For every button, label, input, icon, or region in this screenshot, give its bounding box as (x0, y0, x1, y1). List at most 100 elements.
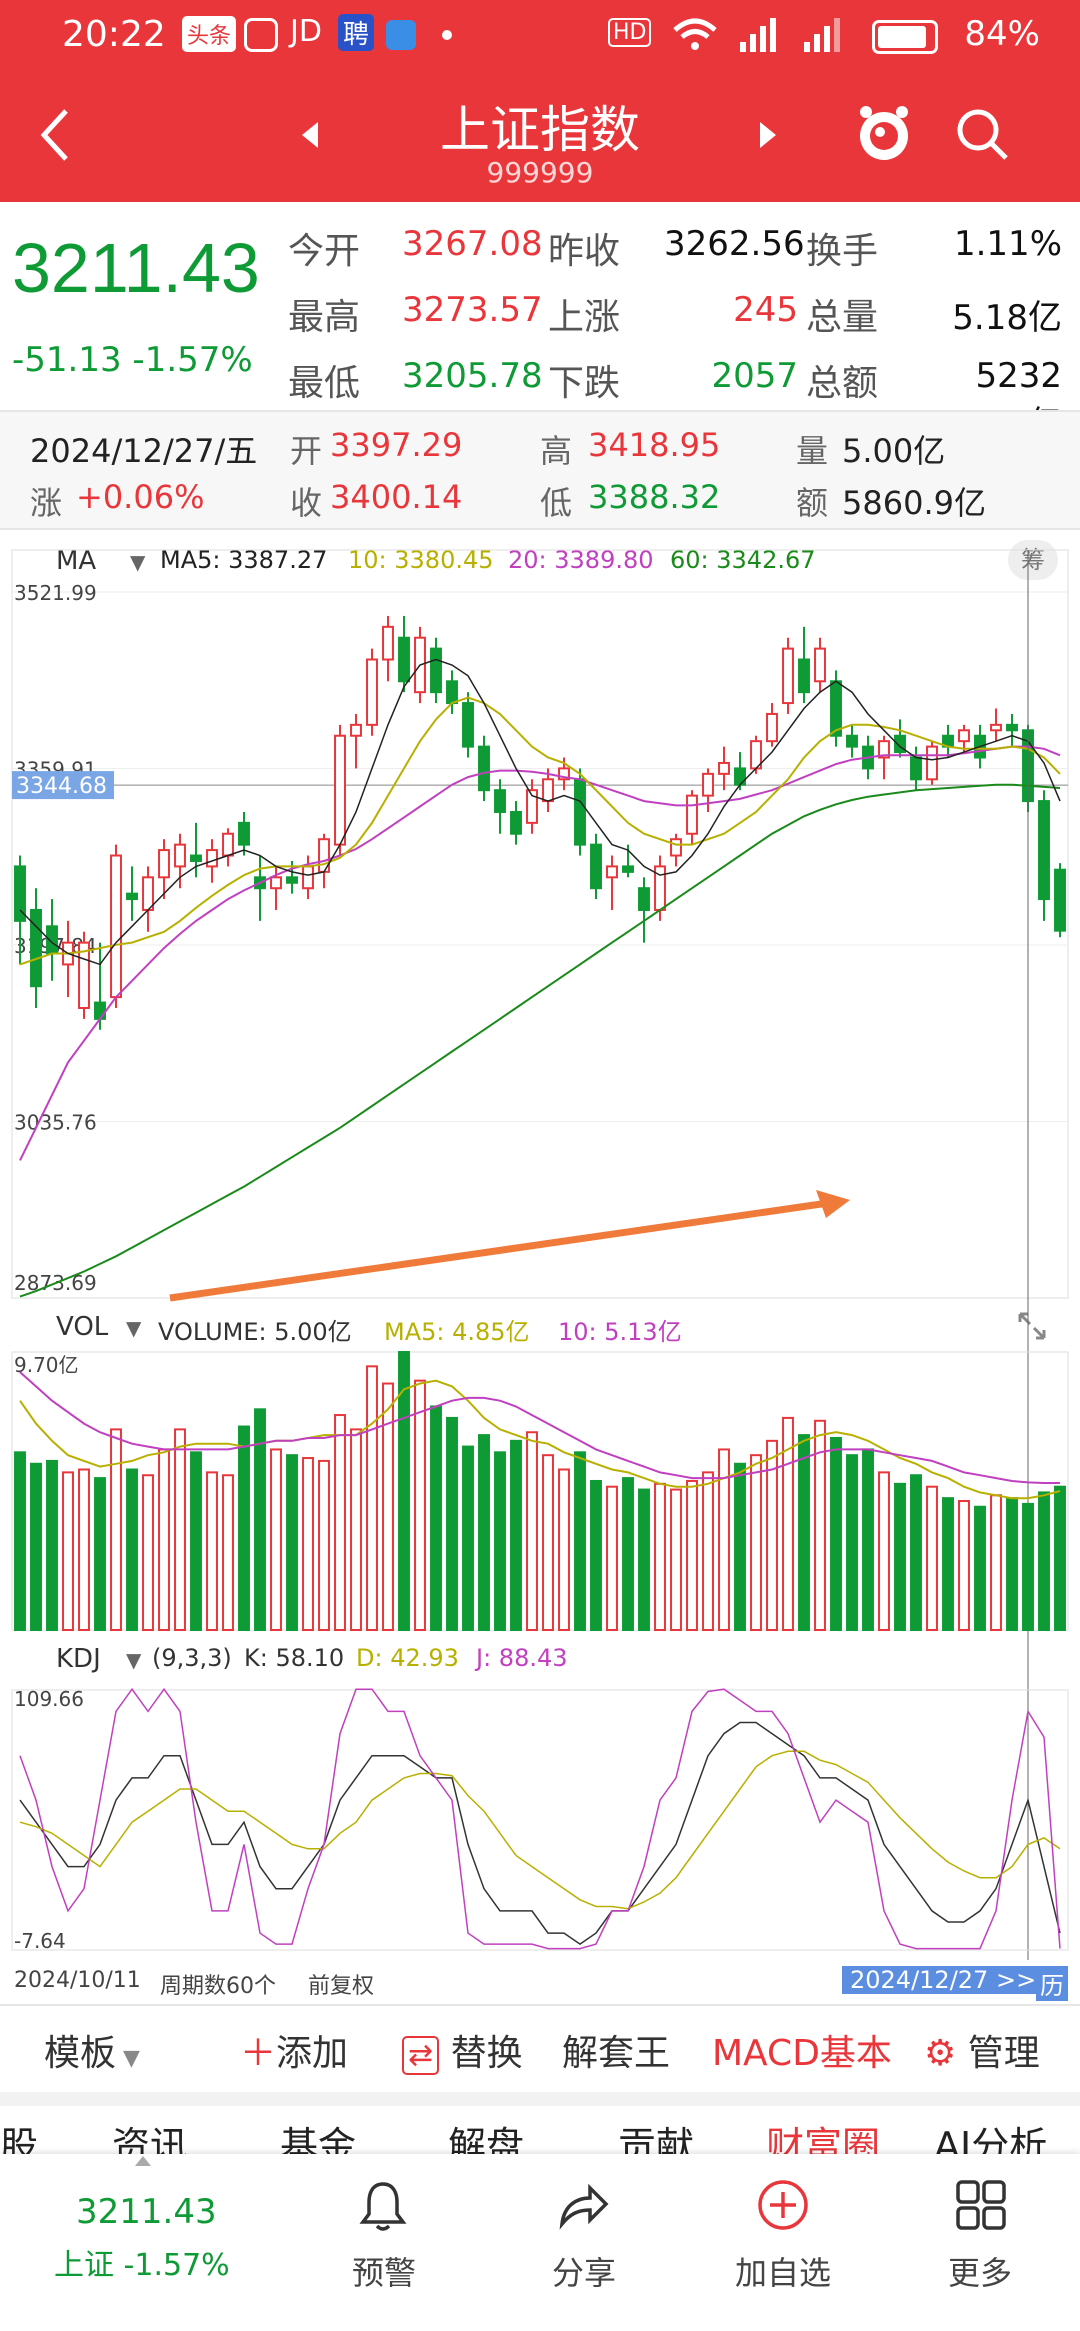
quote-label: 总量 (806, 297, 879, 338)
mini-change: 上证 -1.57% (54, 2248, 230, 2283)
add-favorite-icon[interactable] (756, 2178, 810, 2232)
candle-body (30, 908, 42, 988)
collapse-icon[interactable] (135, 2156, 151, 2166)
history-tag[interactable]: 历 (1036, 1966, 1068, 2001)
mascot-icon[interactable] (852, 100, 916, 164)
ma-legend-name[interactable]: MA (56, 546, 97, 576)
dropdown-icon[interactable]: ▼ (126, 1648, 142, 1672)
share-label[interactable]: 分享 (551, 2254, 616, 2292)
volume-bar (558, 1468, 570, 1631)
expand-icon[interactable] (1012, 1306, 1052, 1346)
jietao-button[interactable]: 解套王 (562, 2033, 671, 2074)
candle-body (558, 767, 570, 781)
alert-label[interactable]: 预警 (351, 2254, 416, 2292)
volume-bar (206, 1471, 218, 1631)
volume-bar (350, 1428, 362, 1632)
candle-body (638, 887, 650, 911)
gear-icon: ⚙ (924, 2033, 957, 2074)
price-tick-label: 3521.99 (14, 581, 97, 605)
volume-bar (158, 1448, 170, 1632)
ma20-legend: 20: 3389.80 (508, 546, 654, 574)
kdj-tick-label: -7.64 (14, 1929, 66, 1953)
macd-button[interactable]: MACD基本 (712, 2033, 892, 2074)
recruit-app-icon: 聘 (338, 14, 375, 51)
candle-body (926, 745, 938, 781)
volume-bar (622, 1477, 634, 1632)
prev-stock-icon[interactable] (298, 120, 322, 150)
volume-bar (430, 1405, 442, 1631)
volume-bar (990, 1494, 1002, 1631)
candle-body (766, 712, 778, 743)
day-low-label: 低 (540, 484, 573, 522)
volume-bar (494, 1451, 506, 1632)
volume-bar (894, 1482, 906, 1632)
signal-5g-icon (740, 18, 776, 52)
jd-app-icon: JD (290, 14, 322, 49)
volume-bar (446, 1416, 458, 1631)
bell-icon[interactable] (358, 2178, 408, 2232)
dropdown-icon[interactable]: ▼ (126, 1316, 142, 1340)
replace-button[interactable]: ⇄ 替换 (402, 2024, 523, 2076)
volume-bar (238, 1425, 250, 1632)
ma10-line (19, 696, 1061, 966)
volume-legend: VOLUME: 5.00亿 (158, 1318, 352, 1346)
volume-bar (302, 1457, 314, 1632)
template-button[interactable]: 模板 ▼ (44, 2033, 140, 2074)
volume-bar (510, 1439, 522, 1631)
divider (0, 528, 1080, 530)
candle-body (302, 865, 314, 890)
quote-value: 3273.57 (402, 290, 543, 330)
manage-button[interactable]: ⚙ 管理 (924, 2033, 1040, 2074)
add-favorite-label[interactable]: 加自选 (734, 2254, 831, 2292)
candle-body (446, 680, 458, 705)
volume-bar (254, 1408, 266, 1631)
add-indicator-button[interactable]: ＋添加 (240, 2033, 349, 2074)
volume-bar (1022, 1502, 1034, 1631)
candle-body (1006, 723, 1018, 732)
next-stock-icon[interactable] (756, 120, 780, 150)
volume-bar (1006, 1497, 1018, 1631)
more-grid-icon[interactable] (954, 2178, 1008, 2232)
volume-bar (686, 1479, 698, 1632)
volume-bar (126, 1468, 138, 1631)
notification-dot-icon (442, 30, 452, 40)
candle-body (222, 832, 234, 857)
battery-icon (872, 20, 938, 54)
share-icon[interactable] (556, 2180, 610, 2230)
candle-body (190, 854, 202, 862)
ma10-legend: 10: 3380.45 (348, 546, 494, 574)
dropdown-icon[interactable]: ▼ (130, 550, 146, 574)
search-icon[interactable] (952, 104, 1012, 164)
day-high-label: 高 (540, 432, 573, 470)
bottom-nav: 3211.43 上证 -1.57% 预警 分享 加自选 更多 (0, 2154, 1080, 2331)
vol-legend-name[interactable]: VOL (56, 1312, 109, 1342)
candle-body (510, 810, 522, 835)
volume-bar (142, 1474, 154, 1631)
volume-bar (478, 1434, 490, 1631)
back-arrow-icon[interactable] (36, 105, 76, 165)
candle-body (830, 680, 842, 737)
volume-bar (974, 1505, 986, 1632)
quote-label: 最高 (288, 297, 361, 338)
battery-percent: 84% (964, 14, 1040, 54)
kdj-d-legend: D: 42.93 (356, 1644, 459, 1672)
kline-chart[interactable]: 3521.993359.913197.843035.762873.693344.… (0, 540, 1080, 2000)
candle-body (286, 876, 298, 884)
vol-ma10-legend: 10: 5.13亿 (558, 1318, 682, 1346)
kdj-k-line (19, 1721, 1061, 1946)
candle-body (270, 876, 282, 890)
chart-adjust[interactable]: 前复权 (308, 1974, 375, 1999)
kdj-legend-name[interactable]: KDJ (56, 1644, 101, 1674)
candle-body (398, 636, 410, 683)
volume-bar (782, 1416, 794, 1631)
candle-body (462, 702, 474, 748)
volume-bar (78, 1468, 90, 1631)
more-label[interactable]: 更多 (947, 2254, 1012, 2292)
volume-bar (542, 1454, 554, 1632)
candle-body (238, 821, 250, 846)
candle-body (782, 647, 794, 705)
candle-body (478, 745, 490, 792)
current-price: 3211.43 (12, 229, 260, 307)
volume-bar (1038, 1491, 1050, 1631)
chip-distribution-button[interactable]: 筹 (1008, 540, 1058, 580)
